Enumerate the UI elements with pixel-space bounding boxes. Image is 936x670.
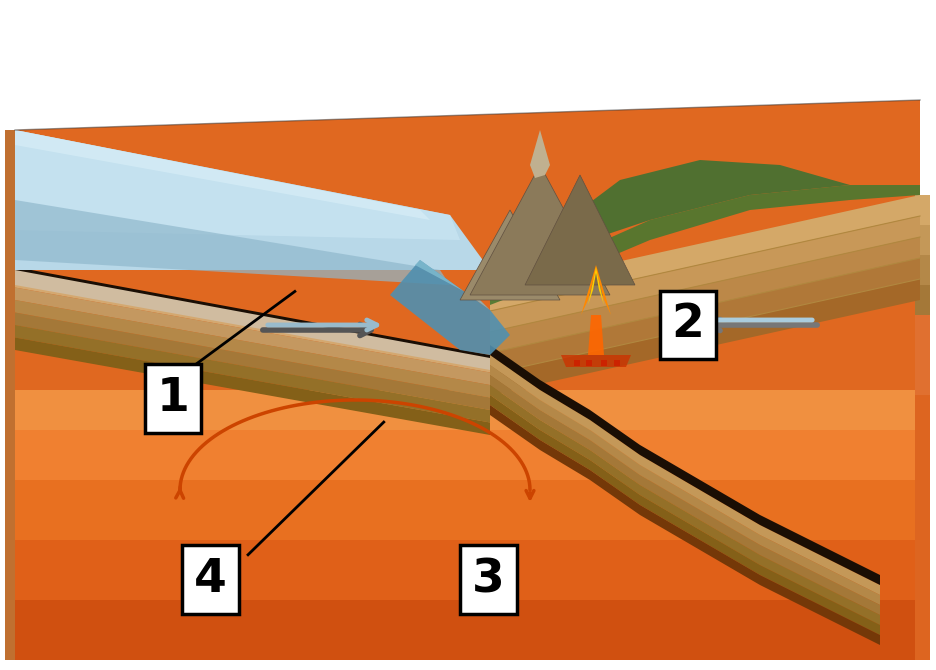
Text: 2: 2	[671, 302, 705, 348]
Polygon shape	[581, 265, 611, 315]
Polygon shape	[15, 390, 920, 430]
Polygon shape	[490, 355, 880, 595]
Polygon shape	[490, 185, 920, 305]
Polygon shape	[15, 430, 920, 500]
Polygon shape	[561, 355, 631, 367]
Polygon shape	[15, 480, 920, 540]
Text: 3: 3	[473, 557, 505, 602]
Polygon shape	[470, 165, 610, 295]
Polygon shape	[915, 195, 930, 225]
Polygon shape	[915, 315, 930, 395]
Polygon shape	[915, 395, 930, 660]
Polygon shape	[490, 345, 880, 585]
Text: 4: 4	[194, 557, 227, 602]
Polygon shape	[15, 390, 920, 430]
Polygon shape	[490, 279, 920, 395]
Polygon shape	[490, 216, 920, 332]
Polygon shape	[530, 130, 550, 178]
Polygon shape	[490, 395, 880, 635]
Polygon shape	[15, 325, 490, 423]
Polygon shape	[490, 237, 920, 353]
Polygon shape	[490, 375, 880, 615]
Polygon shape	[15, 267, 490, 360]
Polygon shape	[915, 285, 930, 315]
Polygon shape	[15, 300, 490, 397]
Polygon shape	[15, 655, 920, 660]
Polygon shape	[460, 210, 560, 300]
Polygon shape	[601, 360, 607, 366]
Polygon shape	[15, 540, 920, 600]
Polygon shape	[588, 315, 604, 355]
Polygon shape	[490, 195, 920, 311]
Polygon shape	[5, 130, 15, 660]
Polygon shape	[15, 130, 460, 240]
Polygon shape	[15, 580, 920, 660]
Polygon shape	[586, 360, 592, 366]
Polygon shape	[15, 600, 920, 660]
Polygon shape	[588, 267, 604, 305]
Polygon shape	[490, 385, 880, 625]
Polygon shape	[915, 225, 930, 255]
Polygon shape	[15, 275, 490, 373]
Polygon shape	[15, 130, 430, 220]
Polygon shape	[490, 405, 880, 645]
Polygon shape	[15, 312, 490, 410]
Polygon shape	[614, 360, 620, 366]
Polygon shape	[15, 130, 490, 270]
Polygon shape	[490, 365, 880, 605]
Polygon shape	[15, 270, 490, 370]
Polygon shape	[15, 500, 920, 580]
Polygon shape	[390, 260, 510, 355]
Polygon shape	[490, 258, 920, 374]
Polygon shape	[915, 255, 930, 285]
Polygon shape	[415, 260, 490, 310]
Polygon shape	[15, 287, 490, 385]
Polygon shape	[525, 175, 635, 285]
Polygon shape	[15, 338, 490, 435]
Polygon shape	[574, 360, 580, 366]
Polygon shape	[15, 430, 920, 480]
Text: 1: 1	[156, 376, 190, 421]
Polygon shape	[15, 100, 920, 660]
Polygon shape	[540, 160, 850, 250]
Polygon shape	[15, 200, 450, 285]
